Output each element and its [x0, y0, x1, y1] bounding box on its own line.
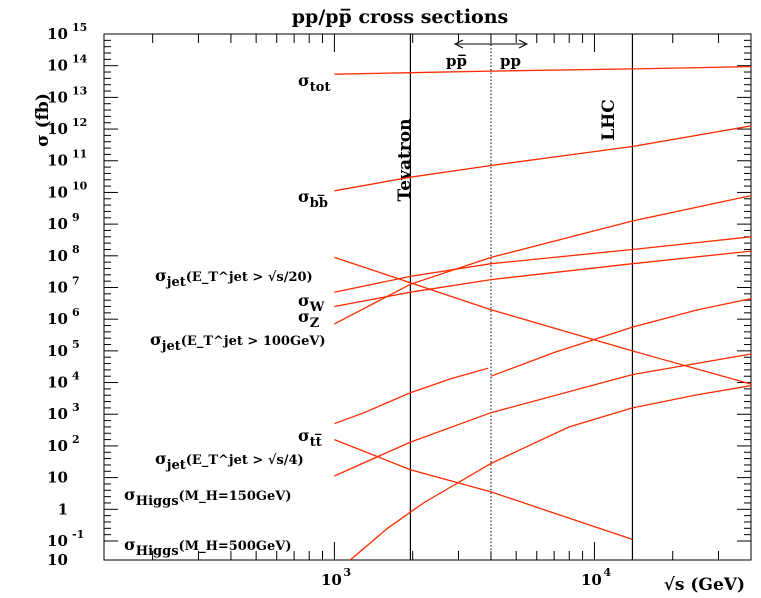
y-tick-label: 10 — [47, 247, 68, 265]
series-label-jet20: σjet(E_T^jet > √s/20) — [155, 266, 313, 290]
y-tick-exponent: -1 — [72, 528, 84, 541]
x-tick-exponent: 3 — [343, 566, 351, 579]
series-line-jet20 — [334, 256, 752, 385]
region-arrow — [453, 39, 529, 49]
region-label-pp: pp — [500, 52, 521, 70]
series-label-tt: σtt̅ — [298, 426, 322, 450]
y-tick-label: 10 — [47, 57, 68, 75]
x-tick-exponent: 4 — [603, 566, 611, 579]
tevatron-label: Tevatron — [395, 119, 415, 202]
y-tick-label: 10 — [47, 120, 68, 138]
y-tick-label: 10 — [47, 25, 68, 43]
y-tick-label: 10 — [47, 278, 68, 296]
y-tick-exponent: 7 — [72, 274, 80, 287]
series-label-jet4: σjet(E_T^jet > √s/4) — [155, 449, 304, 473]
series-line-W — [334, 236, 752, 293]
y-tick-label: 10 — [47, 437, 68, 455]
y-tick-label: 10 — [47, 310, 68, 328]
series-label-tot: σtot — [298, 71, 330, 95]
series-label-Z: σZ — [298, 307, 320, 331]
y-tick-label: 10 — [47, 183, 68, 201]
y-tick-exponent: 15 — [72, 21, 87, 34]
y-tick-label: 10 — [47, 374, 68, 392]
y-tick-label: 10 — [47, 215, 68, 233]
x-axis-tick-labels: 10 3 10 4 — [321, 566, 611, 589]
series-line-tt_pp — [490, 297, 752, 377]
y-tick-label: 10 — [47, 532, 68, 550]
series-line-bb — [334, 125, 752, 192]
y-tick-exponent: 4 — [72, 370, 80, 383]
series-label-h150: σHiggs(M_H=150GeV) — [124, 485, 292, 509]
region-label-ppbar: pp̅ — [446, 52, 467, 70]
y-tick-exponent: 3 — [72, 401, 80, 414]
y-tick-exponent: 11 — [72, 148, 87, 161]
y-tick-exponent: 6 — [72, 306, 80, 319]
lhc-label: LHC — [599, 99, 619, 141]
x-axis-label: √s (GeV) — [664, 575, 745, 595]
y-tick-exponent: 12 — [72, 116, 87, 129]
series-lines — [334, 65, 752, 561]
y-tick-exponent: 9 — [72, 211, 80, 224]
y-tick-label-bottom: 10 — [47, 551, 68, 569]
x-tick-label: 10 — [321, 571, 342, 589]
plot-frame — [103, 33, 752, 561]
chart-title: pp/pp̅ cross sections — [292, 6, 509, 28]
y-tick-label: 10 — [47, 152, 68, 170]
series-line-jet4 — [334, 438, 633, 541]
series-label-jet100: σjet(E_T^jet > 100GeV) — [150, 330, 326, 354]
y-tick-exponent: 8 — [72, 243, 80, 256]
y-tick-label: 10 — [47, 469, 68, 487]
series-line-jet100 — [334, 194, 752, 325]
series-line-h500 — [349, 385, 752, 561]
y-tick-exponent: 10 — [72, 179, 88, 192]
y-tick-exponent: 2 — [72, 433, 80, 446]
tick-marks — [104, 33, 752, 560]
y-tick-label: 10 — [47, 342, 68, 360]
series-label-W: σW — [298, 291, 325, 315]
series-line-tt_pbar — [334, 367, 489, 425]
series-label-bb: σbb̅ — [298, 187, 328, 211]
y-tick-label: 10 — [47, 405, 68, 423]
y-tick-label: 10 — [47, 88, 68, 106]
series-line-tot — [334, 65, 752, 75]
collider-energy-lines — [409, 34, 634, 560]
series-label-h500: σHiggs(M_H=500GeV) — [124, 535, 292, 559]
y-tick-exponent: 13 — [72, 84, 87, 97]
y-axis-label: σ (fb) — [33, 93, 53, 147]
y-tick-exponent: 5 — [72, 338, 80, 351]
y-tick-exponent: 14 — [72, 53, 88, 66]
x-tick-label: 10 — [581, 571, 602, 589]
y-tick-label: 1 — [58, 500, 68, 518]
series-line-h150 — [334, 353, 752, 477]
